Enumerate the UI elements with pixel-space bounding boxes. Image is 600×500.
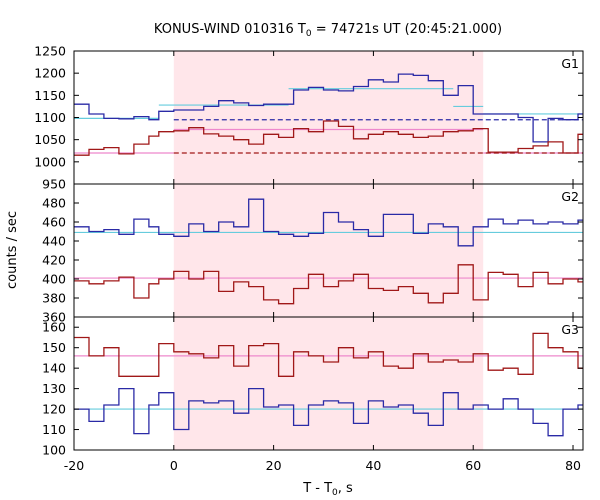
x-tick-label: 40	[365, 458, 381, 473]
y-tick-label: 130	[42, 381, 66, 396]
plot-area: 950100010501100115012001250G136038040042…	[34, 44, 584, 473]
y-tick-label: 140	[42, 361, 66, 376]
y-tick-label: 1150	[34, 88, 66, 103]
panel-g1: 950 1000 1050 1100 1150 1200 1250 G1	[34, 44, 584, 192]
source-interval-shade	[173, 51, 484, 184]
x-tick-label: -20	[64, 458, 84, 473]
y-tick-label: 1200	[34, 66, 66, 81]
series-red-step-line	[74, 332, 583, 377]
y-tick-label: 100	[42, 443, 66, 458]
x-tick-label: 0	[170, 458, 178, 473]
x-axis-label: T - T0, s	[302, 481, 353, 498]
y-tick-label: 160	[42, 320, 66, 335]
y-tick-label: 360	[42, 310, 66, 325]
x-tick-label: 80	[565, 458, 581, 473]
y-tick-label: 1100	[34, 110, 66, 125]
y-tick-label: 120	[42, 402, 66, 417]
y-tick-label: 480	[42, 196, 66, 211]
panel-g2: 360 380 400 420 440 460 480 G2	[42, 183, 584, 325]
series-red-step-line	[74, 264, 583, 305]
y-tick-label: 1250	[34, 44, 66, 59]
y-tick-label: 110	[42, 422, 66, 437]
y-tick-label: 400	[42, 272, 66, 287]
source-interval-shade	[173, 184, 484, 317]
y-tick-label: 150	[42, 340, 66, 355]
panel-label: G1	[561, 56, 579, 71]
panel-frame	[73, 316, 584, 451]
x-tick-label: 20	[266, 458, 282, 473]
series-blue-step-line	[74, 198, 583, 247]
series-blue-step-line	[74, 73, 583, 143]
y-tick-label: 380	[42, 291, 66, 306]
y-tick-label: 950	[42, 177, 66, 192]
x-tick-label: 60	[465, 458, 481, 473]
chart-title: KONUS-WIND 010316 T0 = 74721s UT (20:45:…	[154, 22, 502, 39]
y-tick-label: 460	[42, 215, 66, 230]
y-tick-label: 1000	[34, 154, 66, 169]
source-interval-shade	[173, 317, 484, 450]
panel-g3: 100 110 120 130 140 150 160 G3	[42, 316, 584, 458]
panel-label: G2	[561, 189, 579, 204]
series-red-step-line	[74, 120, 583, 156]
y-tick-label: 440	[42, 234, 66, 249]
y-axis-label: counts / sec	[5, 211, 20, 289]
y-tick-label: 420	[42, 253, 66, 268]
panel-label: G3	[561, 322, 579, 337]
series-blue-step-line	[74, 387, 583, 437]
y-tick-label: 1050	[34, 132, 66, 147]
